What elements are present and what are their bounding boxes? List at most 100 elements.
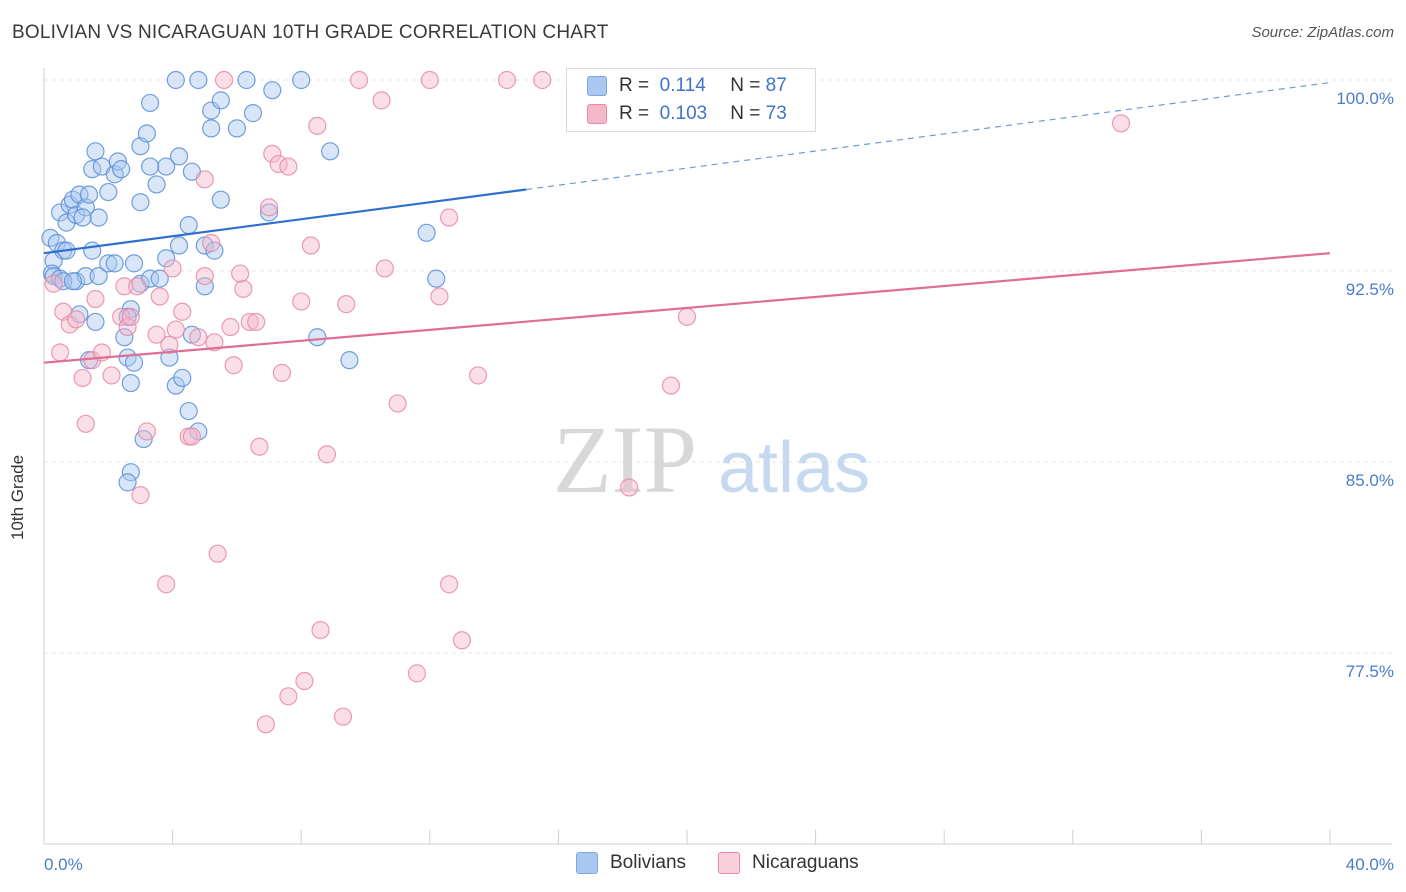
- data-point: [420, 70, 439, 90]
- data-point: [67, 310, 86, 329]
- data-point: [157, 575, 176, 594]
- data-point: [533, 70, 552, 90]
- data-point: [140, 93, 160, 113]
- data-point: [259, 203, 279, 222]
- data-point: [195, 266, 214, 286]
- data-point: [137, 124, 156, 143]
- data-point: [44, 274, 63, 293]
- data-point: [121, 373, 140, 393]
- legend-swatch-nicaraguans: [718, 852, 740, 874]
- data-point: [231, 264, 250, 283]
- watermark: ZIP atlas: [553, 406, 870, 513]
- data-point: [128, 277, 147, 296]
- data-point: [292, 292, 311, 311]
- data-point: [124, 254, 144, 273]
- data-point: [211, 91, 230, 110]
- trend-line-bolivians-extension: [526, 81, 1331, 191]
- legend-n-label: N =: [730, 75, 761, 96]
- data-point: [89, 266, 108, 286]
- legend-label-bolivians: Bolivians: [610, 852, 687, 873]
- axes: [43, 68, 1392, 845]
- stats-legend: R = 0.114 N = 87 R = 0.103 N = 73: [566, 68, 816, 132]
- data-point: [131, 193, 150, 212]
- data-point: [250, 437, 269, 456]
- y-tick-label: 92.5%: [1346, 280, 1394, 299]
- data-point: [112, 160, 131, 179]
- data-point: [166, 376, 185, 395]
- data-point: [118, 317, 137, 337]
- legend-r-label: R =: [619, 75, 650, 96]
- data-point: [102, 366, 121, 385]
- data-point: [227, 119, 246, 138]
- data-point: [202, 233, 221, 253]
- data-point: [205, 333, 224, 352]
- data-point: [86, 312, 105, 332]
- data-point: [259, 198, 279, 217]
- data-point: [237, 70, 256, 90]
- data-point: [661, 376, 681, 395]
- data-point: [105, 254, 124, 273]
- data-point: [150, 269, 169, 288]
- legend-item-bolivians[interactable]: Bolivians: [576, 852, 686, 874]
- data-point: [337, 295, 356, 314]
- legend-swatch-bolivians: [576, 852, 598, 874]
- y-axis-label: 10th Grade: [8, 454, 27, 540]
- series-legend: Bolivians Nicaraguans: [0, 852, 1406, 878]
- data-point: [182, 427, 201, 446]
- data-point: [243, 104, 263, 123]
- legend-n-value: 87: [765, 75, 787, 96]
- data-point: [115, 328, 134, 347]
- legend-r-value: 0.103: [659, 103, 708, 124]
- data-point: [311, 620, 330, 640]
- data-point: [321, 142, 340, 161]
- data-point: [160, 335, 179, 354]
- watermark-zip: ZIP: [553, 406, 697, 513]
- x-tick-label: 40.0%: [1346, 855, 1394, 874]
- data-point: [620, 478, 639, 497]
- data-point: [272, 363, 292, 382]
- data-point: [83, 241, 102, 260]
- data-point: [86, 289, 105, 309]
- data-point: [118, 473, 137, 492]
- grid: [44, 79, 1392, 654]
- data-point: [375, 259, 394, 278]
- y-tick-label: 100.0%: [1336, 89, 1394, 108]
- legend-r-value: 0.114: [659, 75, 706, 96]
- data-point: [63, 272, 83, 291]
- data-point: [256, 715, 275, 734]
- data-point: [57, 213, 76, 232]
- trend-line-bolivians: [43, 188, 527, 255]
- data-point: [147, 325, 166, 344]
- data-point: [407, 664, 427, 683]
- data-point: [179, 401, 198, 421]
- series-bolivians: [41, 70, 446, 492]
- data-point: [214, 70, 234, 90]
- data-point: [131, 486, 150, 505]
- data-point: [173, 368, 192, 388]
- data-point: [86, 142, 105, 161]
- trend-lines: [43, 81, 1331, 364]
- data-point: [163, 259, 182, 278]
- legend-item-nicaraguans[interactable]: Nicaraguans: [718, 852, 859, 874]
- data-point: [195, 277, 214, 296]
- data-point: [427, 269, 446, 288]
- watermark-atlas: atlas: [718, 428, 870, 508]
- data-point: [147, 175, 166, 194]
- data-point: [99, 182, 118, 202]
- data-point: [247, 312, 266, 332]
- data-point: [340, 351, 359, 370]
- data-point: [202, 119, 221, 138]
- data-point: [263, 81, 282, 100]
- data-point: [173, 302, 192, 321]
- data-point: [169, 147, 189, 166]
- data-point: [333, 707, 353, 726]
- chart-title: BOLIVIAN VS NICARAGUAN 10TH GRADE CORREL…: [12, 22, 609, 43]
- data-point: [195, 170, 214, 189]
- data-point: [137, 422, 156, 441]
- data-point: [279, 157, 298, 176]
- data-point: [124, 353, 144, 372]
- data-point: [121, 463, 140, 482]
- data-point: [1111, 114, 1131, 133]
- x-tick-label: 0.0%: [44, 855, 83, 874]
